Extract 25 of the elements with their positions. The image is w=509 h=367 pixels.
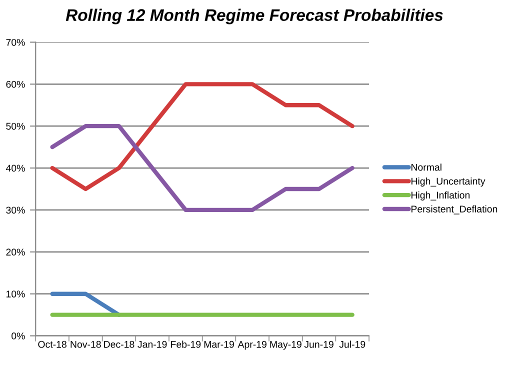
y-tick-label: 20%: [6, 248, 25, 256]
x-tick-label: Jul-19: [339, 340, 366, 348]
y-tick-label: 40%: [6, 164, 25, 172]
y-tick-label: 70%: [6, 38, 25, 46]
legend-label: High_Uncertainty: [411, 178, 486, 187]
y-tick-label: 10%: [6, 290, 25, 298]
line-series: [50, 124, 354, 212]
x-tick-label: Mar-19: [204, 340, 234, 348]
x-tick-label: Apr-19: [238, 340, 266, 350]
x-tick-label: Jun-19: [304, 340, 334, 348]
y-tick-label: 30%: [6, 206, 25, 214]
legend-label: High_Inflation: [411, 191, 470, 200]
x-tick-label: Feb-19: [171, 340, 201, 348]
line-series: [50, 82, 354, 192]
x-tick-label: Dec-18: [104, 340, 134, 348]
chart-title: Rolling 12 Month Regime Forecast Probabilities: [66, 8, 443, 24]
y-tick-label: 50%: [6, 122, 25, 130]
legend-label: Normal: [411, 164, 442, 171]
legend-label: Persistent_Deflation: [411, 205, 498, 214]
x-tick-label: Oct-18: [38, 340, 66, 348]
y-tick-label: 0%: [12, 332, 25, 340]
y-tick-label: 60%: [6, 80, 25, 88]
x-tick-label: Nov-18: [70, 340, 101, 348]
x-tick-label: May-19: [270, 340, 302, 350]
x-tick-label: Jan-19: [138, 340, 167, 348]
